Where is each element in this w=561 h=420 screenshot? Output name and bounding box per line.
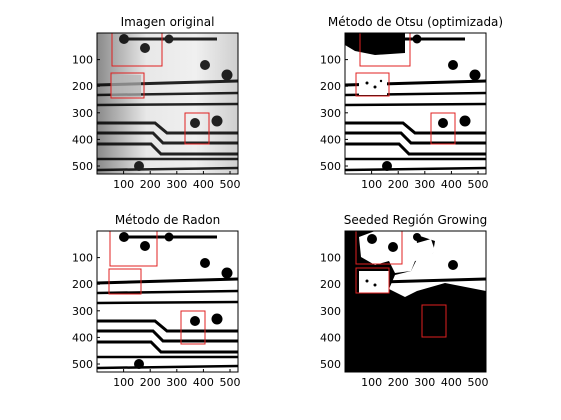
y-tick-label: 200 bbox=[320, 278, 341, 291]
panel-srg bbox=[344, 230, 487, 373]
x-tick-label: 500 bbox=[220, 178, 241, 191]
panel-title: Imagen original bbox=[121, 15, 215, 29]
roi-box bbox=[430, 112, 456, 145]
x-tick-label: 500 bbox=[220, 376, 241, 389]
axes-frame bbox=[344, 32, 487, 175]
panel-title: Seeded Región Growing bbox=[344, 213, 487, 227]
x-tick-label: 200 bbox=[388, 178, 409, 191]
x-tick-label: 300 bbox=[166, 376, 187, 389]
x-tick-label: 200 bbox=[388, 376, 409, 389]
y-tick-label: 200 bbox=[72, 80, 93, 93]
x-tick-label: 400 bbox=[441, 178, 462, 191]
x-tick-label: 100 bbox=[113, 376, 134, 389]
y-tick-label: 400 bbox=[72, 133, 93, 146]
x-tick-label: 200 bbox=[140, 376, 161, 389]
y-tick-label: 300 bbox=[320, 107, 341, 120]
x-tick-label: 200 bbox=[140, 178, 161, 191]
roi-box bbox=[108, 268, 142, 295]
y-tick-label: 400 bbox=[320, 331, 341, 344]
y-tick-label: 100 bbox=[320, 54, 341, 67]
y-tick-label: 300 bbox=[72, 305, 93, 318]
x-tick-label: 400 bbox=[193, 376, 214, 389]
x-tick-label: 100 bbox=[113, 178, 134, 191]
panel-radon bbox=[95, 230, 240, 373]
x-tick-label: 100 bbox=[361, 178, 382, 191]
roi-box bbox=[110, 72, 145, 99]
x-tick-label: 500 bbox=[468, 376, 489, 389]
axes-frame bbox=[96, 230, 239, 373]
y-tick-label: 100 bbox=[72, 252, 93, 265]
roi-box bbox=[355, 72, 390, 97]
y-tick-label: 200 bbox=[320, 80, 341, 93]
y-tick-label: 400 bbox=[72, 331, 93, 344]
y-tick-label: 300 bbox=[320, 305, 341, 318]
x-tick-label: 500 bbox=[468, 178, 489, 191]
x-tick-label: 100 bbox=[361, 376, 382, 389]
y-tick-label: 500 bbox=[320, 160, 341, 173]
y-tick-label: 300 bbox=[72, 107, 93, 120]
x-tick-label: 400 bbox=[193, 178, 214, 191]
panel-title: Método de Radon bbox=[115, 213, 220, 227]
y-tick-label: 400 bbox=[320, 133, 341, 146]
roi-box bbox=[184, 112, 210, 145]
panel-original bbox=[95, 32, 240, 175]
y-tick-label: 500 bbox=[320, 358, 341, 371]
roi-box bbox=[180, 310, 206, 345]
x-tick-label: 300 bbox=[166, 178, 187, 191]
y-tick-label: 500 bbox=[72, 160, 93, 173]
y-tick-label: 100 bbox=[320, 252, 341, 265]
y-tick-label: 500 bbox=[72, 358, 93, 371]
roi-box bbox=[355, 267, 390, 294]
x-tick-label: 300 bbox=[414, 178, 435, 191]
y-tick-label: 100 bbox=[72, 54, 93, 67]
y-tick-label: 200 bbox=[72, 278, 93, 291]
roi-box bbox=[421, 304, 447, 338]
panel-title: Método de Otsu (optimizada) bbox=[328, 15, 503, 29]
axes-frame bbox=[96, 32, 239, 175]
x-tick-label: 300 bbox=[414, 376, 435, 389]
panel-otsu bbox=[343, 32, 488, 175]
x-tick-label: 400 bbox=[441, 376, 462, 389]
axes-frame bbox=[344, 230, 487, 373]
